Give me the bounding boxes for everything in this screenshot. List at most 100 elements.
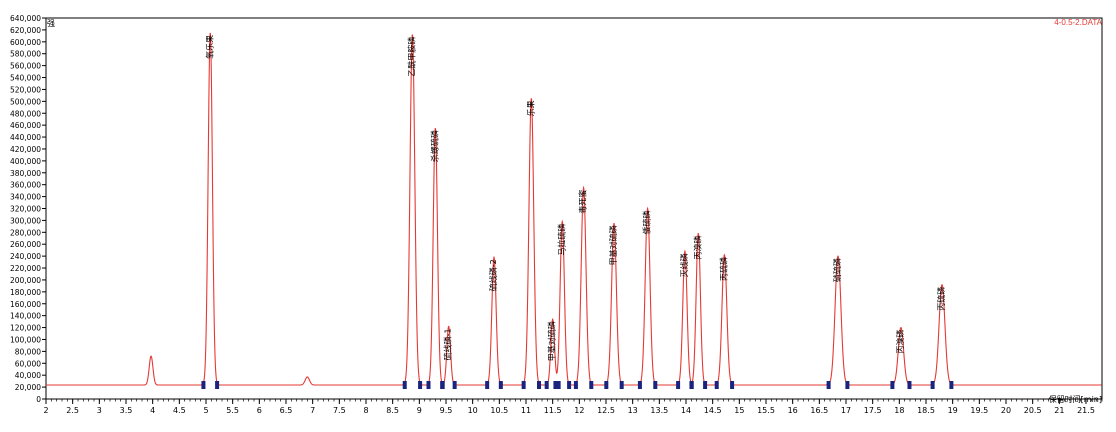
y-tick-label: 200,000 [10, 276, 41, 285]
x-tick-label: 13.5 [650, 406, 668, 415]
x-tick-label: 19 [948, 406, 958, 415]
y-tick-label: 300,000 [10, 216, 41, 225]
x-tick-label: 13 [628, 406, 638, 415]
y-tick-label: 460,000 [10, 121, 41, 130]
y-tick-label: 500,000 [10, 97, 41, 106]
x-tick-label: 16.5 [810, 406, 828, 415]
integration-marker [714, 381, 719, 390]
y-tick-label: 80,000 [15, 347, 41, 356]
x-tick-label: 6 [257, 406, 262, 415]
plot-frame [45, 17, 1103, 400]
y-tick-label: 380,000 [10, 169, 41, 178]
x-tick-label: 14 [681, 406, 691, 415]
x-tick-label: 10 [468, 406, 478, 415]
peak-label: 乐果 [525, 100, 535, 116]
x-tick-label: 18.5 [917, 406, 935, 415]
integration-marker [485, 381, 490, 390]
y-tick-label: 60,000 [15, 359, 41, 368]
integration-marker [689, 381, 694, 390]
peak-label: 硫线磷-1 [443, 328, 453, 360]
y-tick-label: 240,000 [10, 252, 41, 261]
integration-marker [452, 381, 457, 390]
x-tick-label: 2.5 [66, 406, 79, 415]
x-tick-label: 18 [894, 406, 904, 415]
integration-marker [589, 381, 594, 390]
peak-label: 倭硫磷 [642, 211, 652, 235]
peak-label: 灭线磷 [679, 253, 689, 277]
x-tick-label: 4.5 [173, 406, 186, 415]
peak-label: 甲基对硫磷 [547, 321, 557, 361]
integration-marker [553, 381, 558, 390]
y-tick-label: 360,000 [10, 181, 41, 190]
integration-marker [703, 381, 708, 390]
peak-label: 丙溴磷 [895, 330, 905, 354]
x-tick-label: 5.5 [226, 406, 239, 415]
x-tick-label: 4 [150, 406, 155, 415]
integration-marker [215, 381, 220, 390]
x-tick-label: 17.5 [864, 406, 882, 415]
y-tick-label: 540,000 [10, 74, 41, 83]
peak-label: 硝硫磷 [832, 258, 842, 282]
y-tick-label: 220,000 [10, 264, 41, 273]
integration-marker [426, 381, 431, 390]
x-tick-label: 11.5 [544, 406, 562, 415]
y-tick-label: 160,000 [10, 300, 41, 309]
x-tick-label: 12.5 [597, 406, 615, 415]
x-tick-label: 7 [310, 406, 315, 415]
integration-marker [402, 381, 407, 390]
y-axis-label: 强 [47, 19, 55, 28]
integration-marker [619, 381, 624, 390]
integration-marker [537, 381, 542, 390]
y-tick-label: 320,000 [10, 205, 41, 214]
peak-label: 丙溴磷 [692, 236, 702, 260]
y-tick-label: 560,000 [10, 62, 41, 71]
integration-marker [930, 381, 935, 390]
peak-label: 丙硫磷 [718, 257, 728, 281]
x-tick-label: 15 [734, 406, 744, 415]
x-tick-label: 17 [841, 406, 851, 415]
x-tick-label: 8 [363, 406, 368, 415]
peak-label: 马拉硫磷 [556, 224, 566, 256]
peak-label: 乙酰甲胺磷 [406, 37, 416, 77]
integration-marker [637, 381, 642, 390]
y-tick-label: 20,000 [15, 383, 41, 392]
integration-marker [653, 381, 658, 390]
y-tick-label: 140,000 [10, 312, 41, 321]
y-tick-label: 280,000 [10, 228, 41, 237]
integration-marker [544, 381, 549, 390]
peak-label: 毒死蜜 [578, 190, 588, 214]
x-tick-label: 3.5 [120, 406, 133, 415]
x-tick-label: 15.5 [757, 406, 775, 415]
y-tick-label: 260,000 [10, 240, 41, 249]
integration-marker [845, 381, 850, 390]
integration-marker [826, 381, 831, 390]
integration-marker [418, 381, 423, 390]
x-tick-label: 10.5 [490, 406, 508, 415]
y-tick-label: 120,000 [10, 324, 41, 333]
y-tick-label: 480,000 [10, 109, 41, 118]
x-tick-label: 2 [43, 406, 48, 415]
x-tick-label: 20.5 [1024, 406, 1042, 415]
signal-trace [46, 32, 1102, 386]
integration-marker [498, 381, 503, 390]
x-tick-label: 21.5 [1077, 406, 1095, 415]
peak-label: 氧乐果 [204, 35, 214, 59]
x-tick-label: 20 [1001, 406, 1011, 415]
x-tick-label: 5 [203, 406, 208, 415]
x-tick-label: 9 [417, 406, 422, 415]
integration-marker [949, 381, 954, 390]
y-tick-label: 420,000 [10, 145, 41, 154]
integration-marker [556, 381, 561, 390]
y-tick-label: 340,000 [10, 193, 41, 202]
y-tick-label: 40,000 [15, 371, 41, 380]
x-tick-label: 11 [521, 406, 531, 415]
integration-marker [604, 381, 609, 390]
x-tick-label: 16 [788, 406, 798, 415]
x-tick-label: 9.5 [440, 406, 453, 415]
integration-marker [730, 381, 735, 390]
y-tick-label: 100,000 [10, 335, 41, 344]
x-tick-label: 8.5 [386, 406, 399, 415]
y-tick-label: 440,000 [10, 133, 41, 142]
